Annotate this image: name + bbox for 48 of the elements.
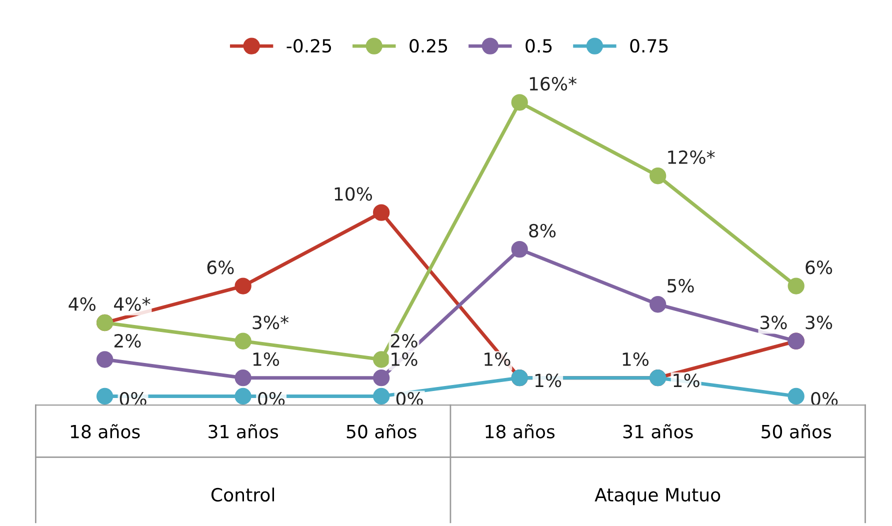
point [372, 351, 390, 368]
data-label: 8% [529, 224, 556, 238]
x-tick-label: 31 años [208, 424, 278, 438]
data-label: 1% [622, 352, 649, 366]
data-label: 2% [390, 334, 418, 348]
x-tick-label: 50 años [762, 424, 832, 438]
point [372, 370, 390, 386]
point [234, 332, 252, 350]
data-label: 6% [806, 260, 832, 274]
data-label: 16%* [530, 76, 577, 91]
x-tick-label: 50 años [346, 424, 416, 438]
point [372, 388, 390, 405]
point [372, 204, 390, 221]
text: Ataque Mutuo [594, 488, 720, 506]
data-label: 4%* [114, 297, 150, 311]
data-label: 1% [392, 352, 418, 366]
point [511, 94, 528, 111]
text: Control [211, 488, 274, 502]
point [234, 370, 252, 386]
point [96, 351, 114, 368]
point [511, 240, 528, 258]
data-label: 5% [668, 278, 694, 293]
data-label: 4% [68, 297, 96, 311]
data-label: 1% [674, 374, 700, 388]
point [96, 388, 114, 405]
legend-label: 0.5 [526, 38, 552, 53]
x-tick-label: 31 años [623, 424, 693, 438]
data-label: 3% [760, 316, 787, 330]
point [788, 278, 804, 294]
data-label: 3% [806, 316, 832, 330]
legend-label: 0.25 [410, 38, 448, 53]
point [650, 168, 666, 184]
data-label: 1% [253, 352, 280, 366]
point [788, 388, 804, 405]
data-label: 6% [207, 260, 234, 274]
legend-label: -0.25 [286, 38, 332, 53]
point [234, 278, 252, 294]
legend-label: 0.75 [630, 38, 668, 53]
data-label: 3%* [252, 316, 289, 330]
x-tick-label: 18 años [70, 424, 140, 438]
data-label: 12%* [668, 150, 715, 164]
x-tick-label: 18 años [486, 424, 555, 438]
data-label: 2% [114, 334, 141, 348]
data-label: 10% [334, 187, 372, 201]
point [650, 296, 666, 313]
data-label: 1% [484, 352, 510, 366]
data-label: 1% [535, 374, 562, 388]
point [234, 388, 252, 405]
